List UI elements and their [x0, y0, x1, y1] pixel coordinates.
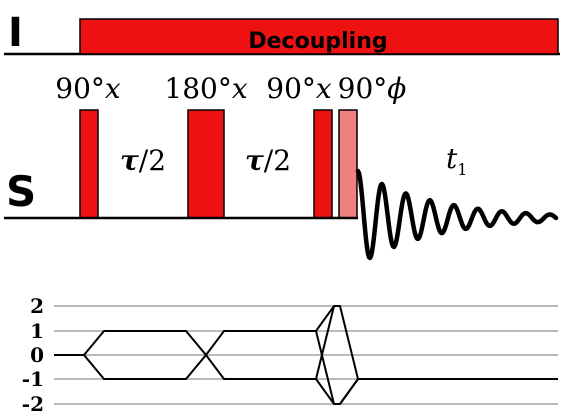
coherence-level-2: 2: [30, 294, 44, 318]
delay-2-label: τ/2: [245, 144, 291, 177]
pulse-4-90phi: [338, 109, 358, 219]
fid-signal: [355, 168, 559, 261]
coherence-pathway: 2 1 0 -1 -2: [22, 294, 558, 416]
decoupling-block: [79, 18, 559, 55]
pathway-cross-up: [315, 330, 335, 405]
pathway-upper: [54, 305, 558, 380]
pathway-peak-to-minus1: [339, 378, 359, 405]
coherence-level-0: 0: [30, 343, 44, 367]
pulse-4-label: 90°ϕ: [338, 72, 407, 105]
coherence-level-1: 1: [30, 319, 44, 343]
pulse-2-180x: [187, 109, 225, 219]
i-channel-label: I: [8, 10, 23, 56]
pulse-3-label: 90°x: [266, 72, 332, 105]
coherence-level-minus2: -2: [22, 392, 44, 416]
acquisition-time-label: t1: [446, 142, 467, 179]
pulse-1-label: 90°x: [55, 72, 121, 105]
decoupling-label: Decoupling: [248, 29, 387, 54]
pathway-cross-down: [315, 305, 335, 380]
s-channel-label: S: [6, 167, 36, 216]
pulse-3-90x: [313, 109, 333, 219]
coherence-level-minus1: -1: [22, 367, 44, 391]
pathway-lower: [83, 353, 359, 405]
pulse-2-label: 180°x: [164, 72, 247, 105]
delay-1-label: τ/2: [120, 144, 166, 177]
pulse-1-90x: [79, 109, 99, 219]
